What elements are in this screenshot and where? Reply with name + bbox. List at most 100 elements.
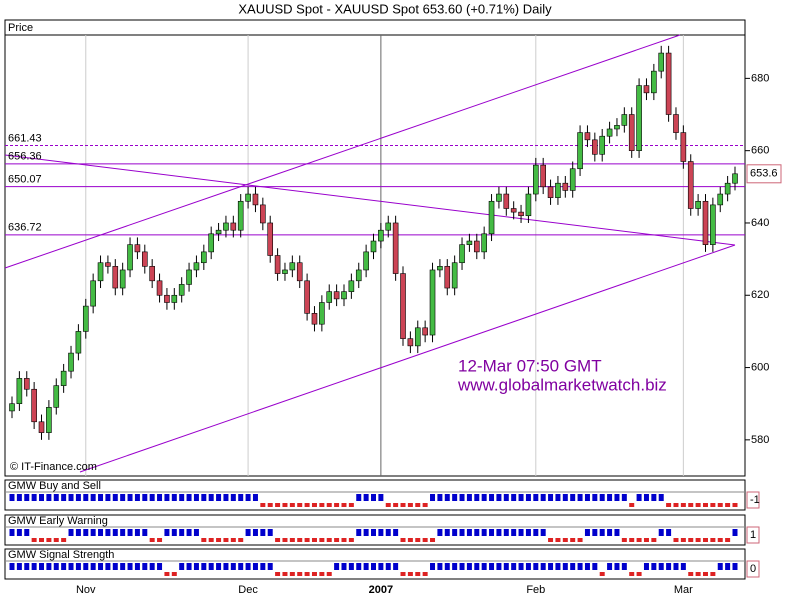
signal-block	[710, 503, 716, 507]
last-price-label: 653.6	[750, 168, 778, 180]
signal-block	[297, 538, 303, 542]
signal-block	[518, 529, 524, 536]
signal-block	[430, 538, 436, 542]
candle-body	[510, 208, 517, 213]
signal-block	[201, 494, 207, 501]
signal-block	[400, 503, 406, 507]
candle-body	[304, 280, 310, 314]
level-label: 661.43	[8, 132, 42, 144]
candle-body	[348, 280, 355, 292]
signal-block	[717, 538, 723, 542]
candle-body	[488, 200, 495, 235]
signal-block	[193, 494, 199, 501]
candle-body	[451, 262, 458, 289]
candle-body	[481, 233, 487, 253]
candle-body	[60, 370, 67, 386]
signal-block	[83, 563, 89, 570]
y-tick-label: 580	[751, 434, 769, 446]
candle-body	[9, 403, 15, 412]
signal-block	[230, 494, 236, 501]
signal-block	[503, 494, 509, 501]
signal-block	[503, 529, 509, 536]
signal-block	[252, 563, 258, 570]
signal-block	[489, 529, 495, 536]
candle-body	[16, 378, 23, 405]
signal-block	[614, 563, 620, 570]
signal-block	[666, 503, 672, 507]
signal-block	[717, 563, 723, 570]
signal-block	[415, 503, 421, 507]
signal-block	[481, 563, 487, 570]
level-label: 636.72	[8, 222, 42, 234]
signal-block	[466, 494, 472, 501]
last-price-box	[746, 164, 782, 184]
signal-block	[142, 529, 148, 536]
signal-block	[260, 503, 266, 507]
candle-body	[112, 266, 119, 289]
signal-block	[666, 563, 672, 570]
signal-block	[680, 538, 686, 542]
signal-block	[61, 494, 67, 501]
signal-block	[525, 529, 531, 536]
signal-block	[112, 494, 118, 501]
signal-block	[371, 494, 376, 501]
signal-block	[53, 538, 59, 542]
signal-block	[149, 563, 155, 570]
signal-block	[356, 494, 362, 501]
candle-body	[134, 244, 141, 253]
signal-block	[607, 563, 613, 570]
signal-block	[592, 563, 598, 570]
signal-block	[208, 494, 214, 501]
signal-block	[223, 563, 229, 570]
signal-block	[577, 538, 583, 542]
signal-block	[105, 494, 111, 501]
signal-block	[326, 503, 332, 507]
candle-body	[75, 331, 82, 354]
candle-body	[687, 161, 694, 209]
signal-block	[46, 538, 52, 542]
signal-block	[651, 494, 657, 501]
signal-block	[385, 563, 391, 570]
signal-block	[297, 503, 303, 507]
signal-block	[61, 563, 67, 570]
candle-body	[437, 266, 443, 271]
signal-block	[186, 494, 192, 501]
signal-block	[179, 563, 185, 570]
candle-body	[252, 193, 259, 206]
candle-body	[363, 251, 369, 271]
candle-body	[326, 291, 333, 303]
signal-block	[422, 538, 428, 542]
signal-block	[149, 494, 155, 501]
signal-block	[555, 538, 561, 542]
candle-body	[673, 114, 679, 133]
candle-body	[186, 269, 192, 285]
signal-block	[673, 538, 679, 542]
signal-block	[437, 529, 443, 536]
candle-body	[333, 291, 340, 300]
signal-block	[562, 538, 568, 542]
signal-block	[400, 572, 406, 576]
y-tick-label: 620	[751, 289, 769, 301]
candle-body	[68, 352, 74, 372]
signal-block	[326, 572, 332, 576]
signal-block	[555, 563, 561, 570]
y-tick-label: 640	[751, 217, 769, 229]
candle-body	[665, 52, 672, 115]
indicator-last: 0	[750, 563, 756, 575]
signal-block	[319, 538, 325, 542]
candle-body	[717, 193, 724, 206]
signal-block	[732, 563, 738, 570]
signal-block	[540, 563, 546, 570]
signal-block	[201, 563, 207, 570]
signal-block	[98, 563, 104, 570]
signal-block	[452, 563, 458, 570]
signal-block	[112, 563, 118, 570]
chart-title: XAUUSD Spot - XAUUSD Spot 653.60 (+0.71%…	[238, 1, 552, 16]
signal-block	[16, 529, 22, 536]
candle-body	[260, 204, 266, 224]
signal-block	[289, 572, 295, 576]
candle-body	[422, 327, 428, 336]
signal-block	[636, 572, 642, 576]
signal-block	[90, 529, 96, 536]
signal-block	[725, 538, 731, 542]
